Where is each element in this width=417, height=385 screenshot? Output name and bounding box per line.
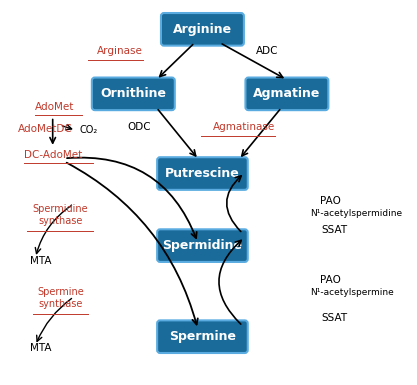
- Text: Agmatine: Agmatine: [253, 87, 321, 100]
- FancyBboxPatch shape: [157, 229, 248, 262]
- Text: Arginine: Arginine: [173, 23, 232, 36]
- Text: ODC: ODC: [127, 122, 151, 132]
- FancyBboxPatch shape: [161, 13, 244, 46]
- FancyBboxPatch shape: [157, 157, 248, 190]
- Text: PAO: PAO: [319, 196, 340, 206]
- Text: MTA: MTA: [30, 256, 52, 266]
- Text: N¹-acetylspermine: N¹-acetylspermine: [310, 288, 394, 297]
- FancyBboxPatch shape: [92, 77, 175, 110]
- Text: MTA: MTA: [30, 343, 52, 353]
- FancyBboxPatch shape: [157, 320, 248, 353]
- FancyBboxPatch shape: [246, 77, 328, 110]
- Text: SSAT: SSAT: [322, 313, 348, 323]
- Text: PAO: PAO: [319, 275, 340, 285]
- Text: N¹-acetylspermidine: N¹-acetylspermidine: [310, 209, 402, 218]
- Text: Spermine
synthase: Spermine synthase: [37, 287, 84, 309]
- Text: Agmatinase: Agmatinase: [213, 122, 275, 132]
- Text: SSAT: SSAT: [322, 226, 348, 236]
- Text: Spermine: Spermine: [169, 330, 236, 343]
- Text: Spermidine: Spermidine: [163, 239, 242, 252]
- Text: Ornithine: Ornithine: [100, 87, 166, 100]
- Text: AdoMet: AdoMet: [35, 102, 75, 112]
- Text: CO₂: CO₂: [80, 125, 98, 135]
- Text: Spermidine
synthase: Spermidine synthase: [33, 204, 88, 226]
- Text: DC-AdoMet: DC-AdoMet: [24, 149, 82, 159]
- Text: Arginase: Arginase: [97, 46, 143, 56]
- Text: AdoMetDC: AdoMetDC: [18, 124, 73, 134]
- Text: ADC: ADC: [256, 46, 279, 56]
- Text: Putrescine: Putrescine: [165, 167, 240, 180]
